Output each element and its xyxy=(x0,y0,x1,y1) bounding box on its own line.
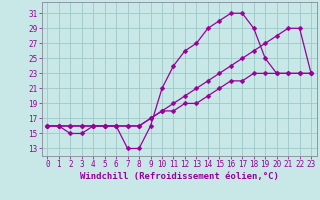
X-axis label: Windchill (Refroidissement éolien,°C): Windchill (Refroidissement éolien,°C) xyxy=(80,172,279,181)
